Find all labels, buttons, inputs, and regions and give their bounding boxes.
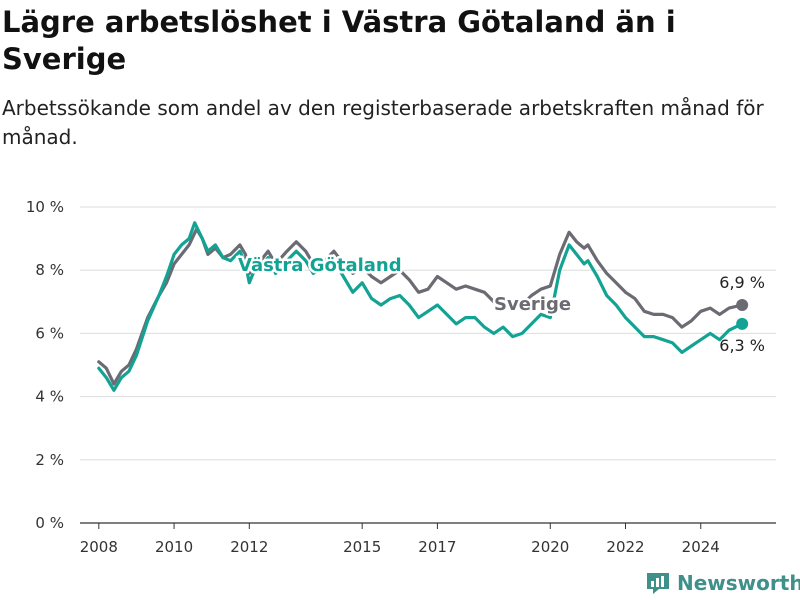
x-tick-label: 2008	[80, 538, 118, 556]
x-tick-label: 2024	[682, 538, 720, 556]
chart-title: Lägre arbetslöshet i Västra Götaland än …	[2, 5, 676, 76]
end-label-vastra-gotaland: 6,3 %	[719, 336, 765, 355]
series-label-vastra-gotaland: Västra Götaland	[238, 255, 402, 276]
y-tick-label: 8 %	[35, 261, 64, 279]
series-line-sverige	[97, 227, 744, 386]
series-label-sverige: Sverige	[494, 294, 571, 315]
y-tick-label: 4 %	[35, 388, 64, 406]
newsworthy-brand: Newsworthy	[645, 568, 800, 598]
x-tick-label: 2017	[418, 538, 456, 556]
y-tick-label: 2 %	[35, 451, 64, 469]
series-line-vastra-gotaland	[97, 221, 744, 392]
x-tick-label: 2012	[230, 538, 268, 556]
y-tick-label: 6 %	[35, 324, 64, 342]
x-tick-label: 2022	[606, 538, 644, 556]
end-label-sverige: 6,9 %	[719, 273, 765, 292]
end-point-sverige	[736, 298, 749, 311]
y-tick-label: 10 %	[26, 198, 64, 216]
brand-name: Newsworthy	[677, 571, 800, 595]
x-tick-label: 2015	[343, 538, 381, 556]
x-tick-label: 2010	[155, 538, 193, 556]
x-tick-label: 2020	[531, 538, 569, 556]
end-point-vastra-gotaland	[736, 317, 749, 330]
chart-subtitle: Arbetssökande som andel av den registerb…	[2, 96, 764, 149]
y-tick-label: 0 %	[35, 514, 64, 532]
newsworthy-logo-icon	[647, 573, 669, 594]
